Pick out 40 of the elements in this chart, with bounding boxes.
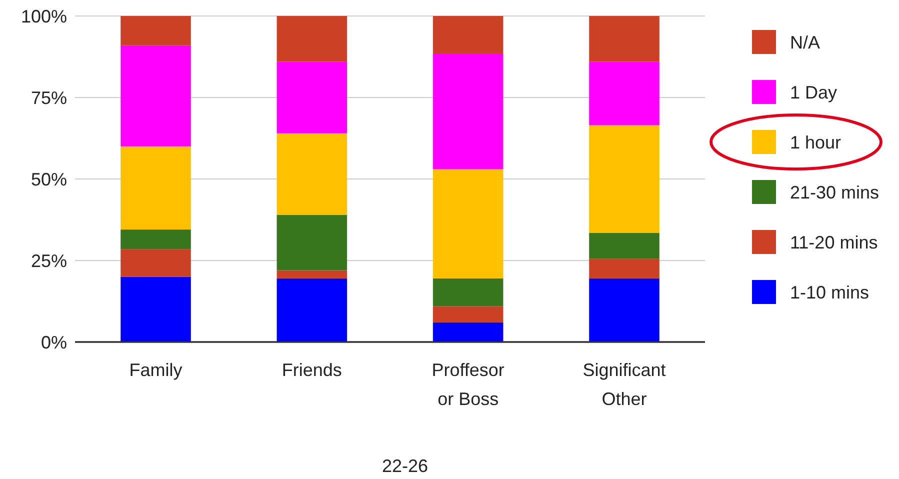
legend-label: 21-30 mins (790, 182, 880, 202)
bar (120, 146, 191, 230)
bar (589, 16, 660, 62)
bar (589, 258, 660, 278)
bar (432, 306, 504, 322)
y-tick-label: 50% (30, 169, 67, 190)
bar (120, 276, 191, 342)
legend-label: N/A (790, 32, 820, 52)
bar (120, 16, 191, 46)
legend-label: 1 Day (790, 82, 838, 102)
x-axis-title: 22-26 (382, 456, 428, 476)
bar (589, 278, 660, 342)
bar (276, 133, 348, 215)
x-tick-label: Friends (282, 360, 342, 380)
x-tick-label: Significant Other (582, 360, 666, 409)
bar (276, 62, 348, 134)
legend-label: 1-10 mins (790, 282, 870, 302)
y-tick-label: 0% (40, 332, 67, 352)
bar (589, 232, 660, 259)
bar (120, 249, 191, 277)
bar (432, 278, 504, 306)
bar (432, 169, 504, 278)
x-tick-label: Family (129, 360, 182, 380)
bar (120, 45, 191, 146)
y-tick-label: 75% (30, 88, 67, 108)
bar (120, 230, 191, 250)
y-tick-label: 25% (30, 250, 67, 271)
legend-label: 11-20 mins (790, 232, 878, 252)
bar (276, 270, 348, 278)
bar (432, 322, 504, 342)
bar (432, 16, 504, 54)
bar (276, 214, 348, 270)
bar (589, 125, 660, 233)
x-tick-label: Proffesor or Boss (432, 360, 504, 409)
bar (589, 62, 660, 126)
legend-label: 1 hour (790, 132, 842, 152)
y-tick-label: 100% (20, 6, 67, 26)
bar (432, 53, 504, 170)
bar (276, 16, 348, 62)
bar (276, 278, 348, 342)
